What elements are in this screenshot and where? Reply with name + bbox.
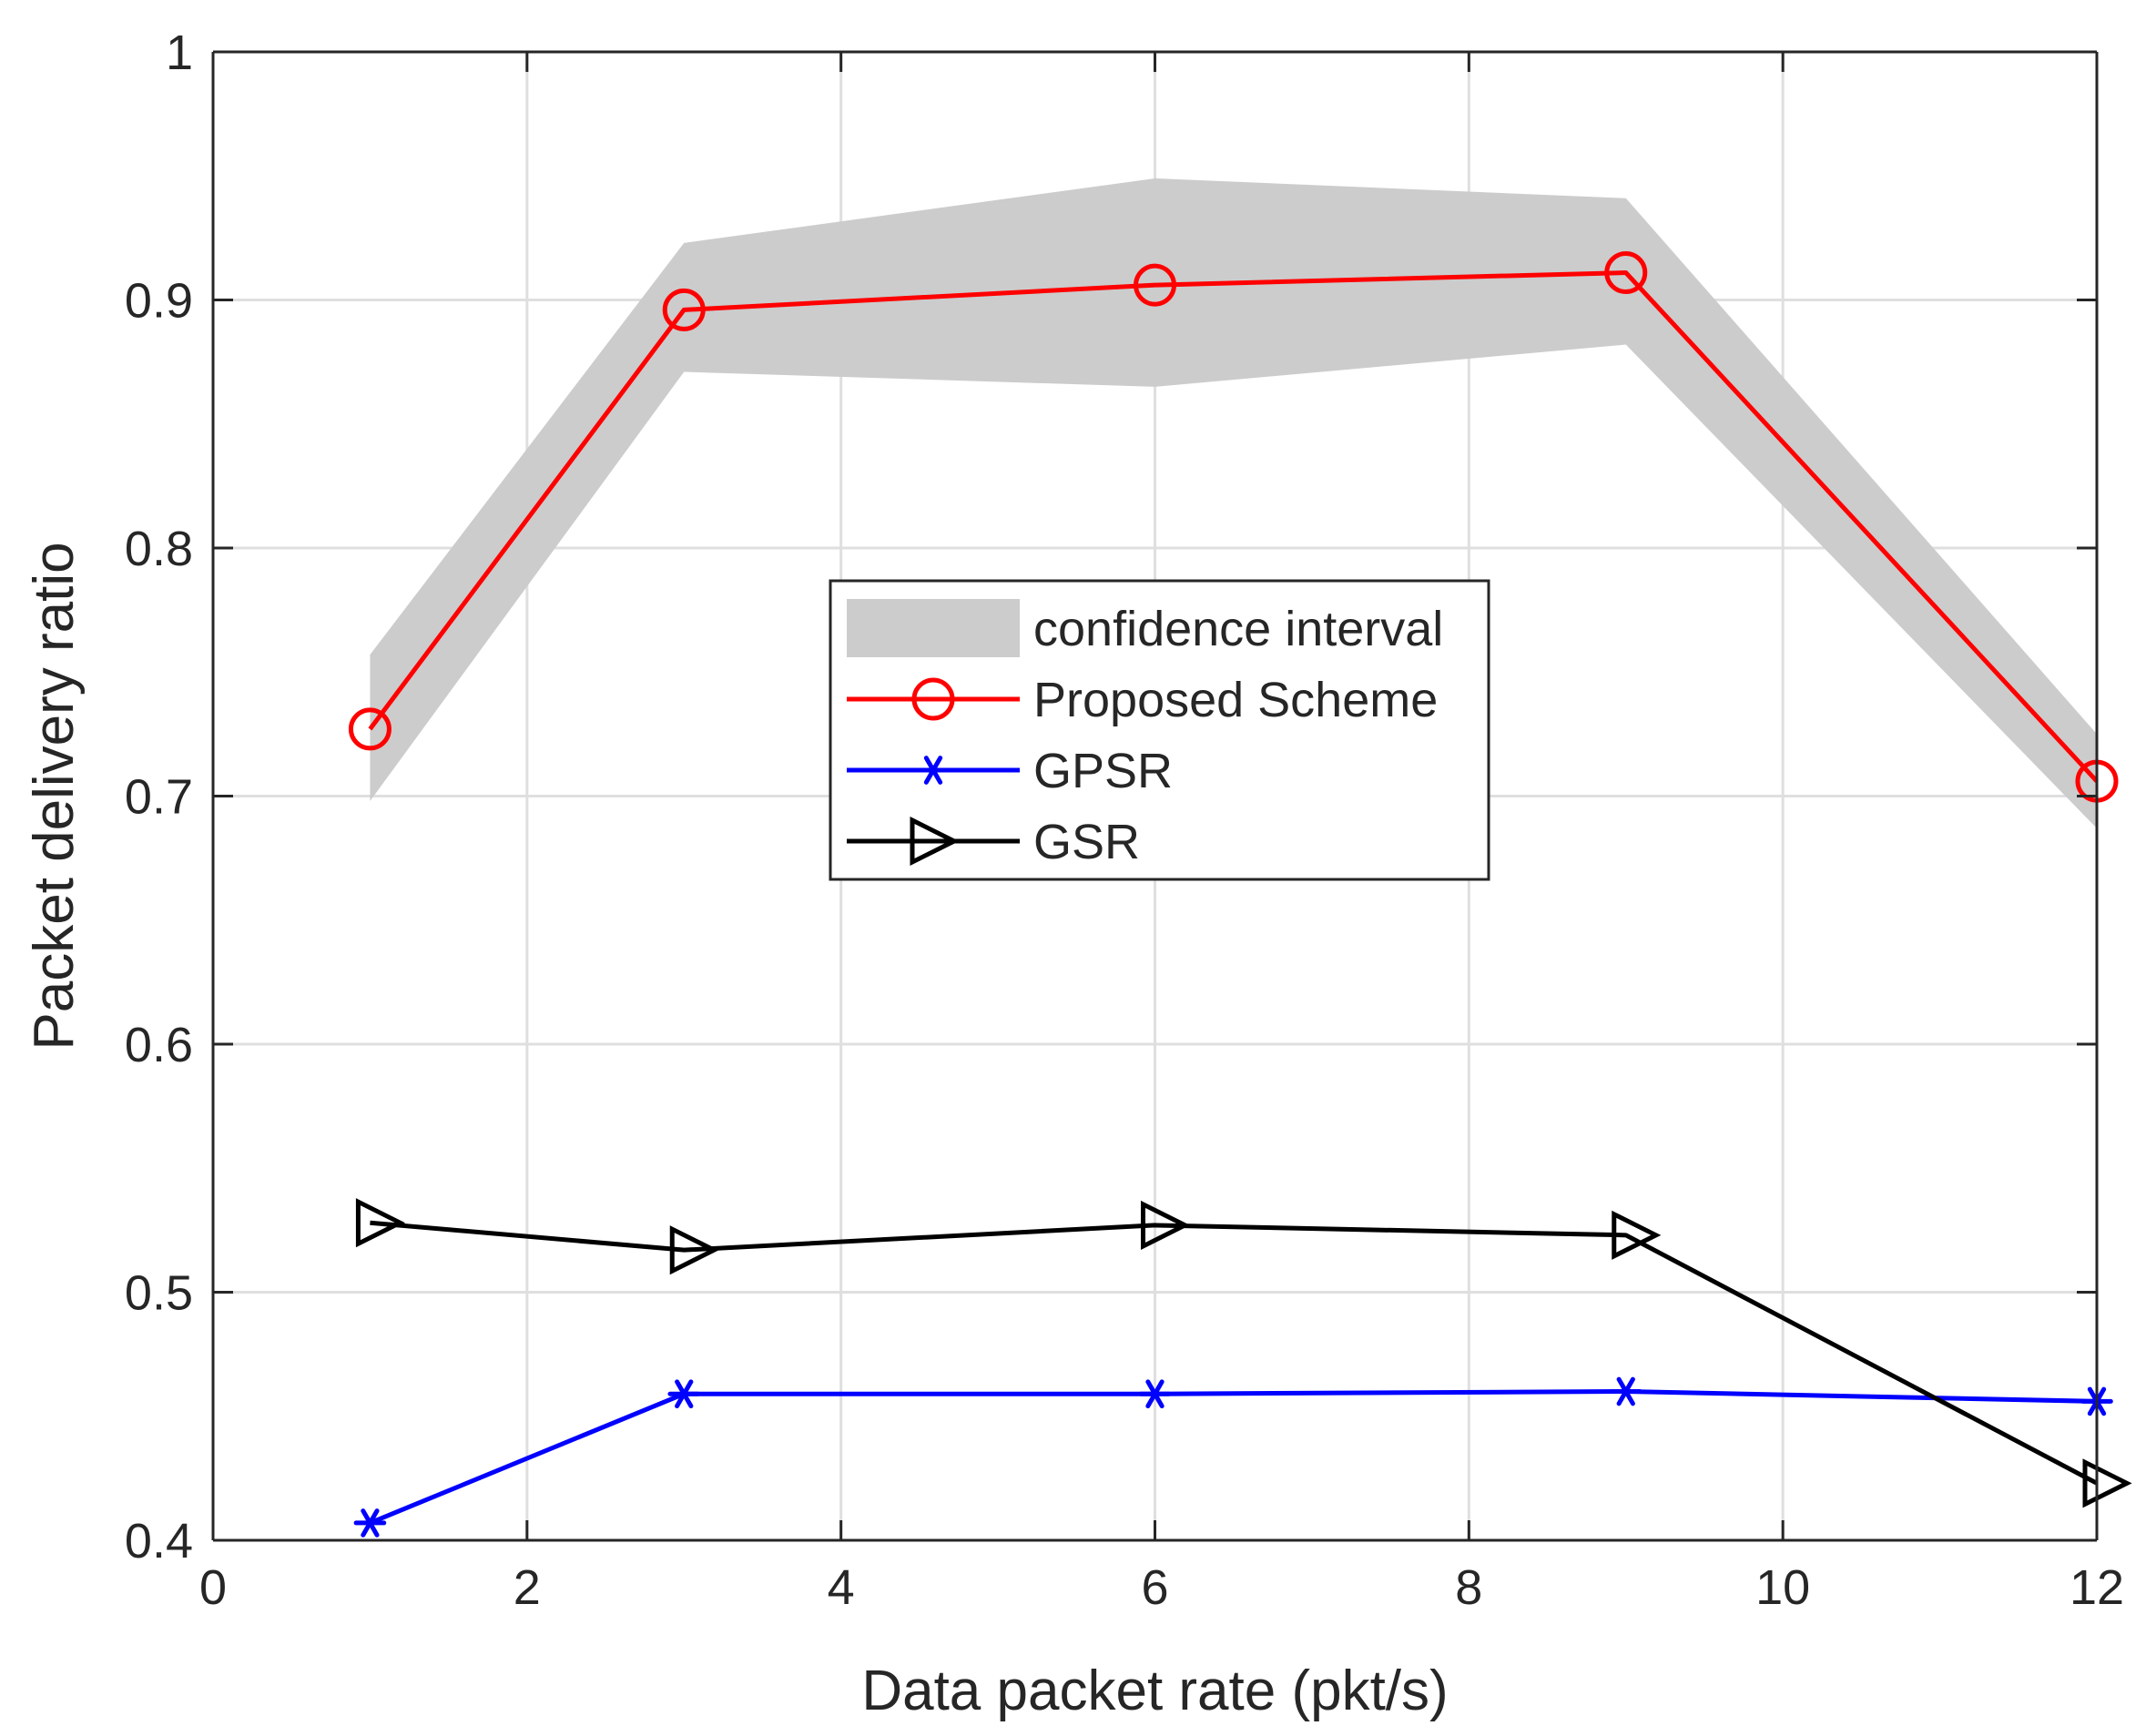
y-tick-label: 1	[166, 25, 193, 80]
x-tick-label: 12	[2070, 1560, 2124, 1615]
y-axis-title: Packet delivery ratio	[23, 542, 86, 1050]
x-axis-title: Data packet rate (pkt/s)	[861, 1660, 1448, 1722]
x-tick-label: 2	[514, 1560, 541, 1615]
y-tick-label: 0.4	[125, 1514, 193, 1568]
legend-swatch-confidence-interval	[847, 599, 1020, 657]
legend-label-confidence-interval: confidence interval	[1033, 602, 1443, 656]
legend-entry-proposed-scheme: Proposed Scheme	[847, 673, 1438, 727]
y-tick-label: 0.8	[125, 522, 193, 576]
chart: 0 2 4 6 8 10 12 0.4 0.5 0.6 0.7 0.8 0.9 1 Data packet…	[0, 0, 2146, 1736]
x-tick-label: 10	[1755, 1560, 1810, 1615]
y-tick-label: 0.7	[125, 770, 193, 825]
legend: confidence interval Proposed Scheme GPSR G…	[830, 581, 1489, 879]
x-tick-label: 8	[1455, 1560, 1482, 1615]
legend-label-gpsr: GPSR	[1033, 744, 1173, 798]
y-tick-label: 0.9	[125, 274, 193, 329]
x-tick-label: 0	[199, 1560, 227, 1615]
y-tick-label: 0.5	[125, 1266, 193, 1321]
x-tick-label: 4	[828, 1560, 855, 1615]
x-tick-label: 6	[1141, 1560, 1168, 1615]
legend-label-proposed-scheme: Proposed Scheme	[1033, 673, 1438, 727]
y-tick-label: 0.6	[125, 1018, 193, 1072]
legend-label-gsr: GSR	[1033, 815, 1140, 869]
